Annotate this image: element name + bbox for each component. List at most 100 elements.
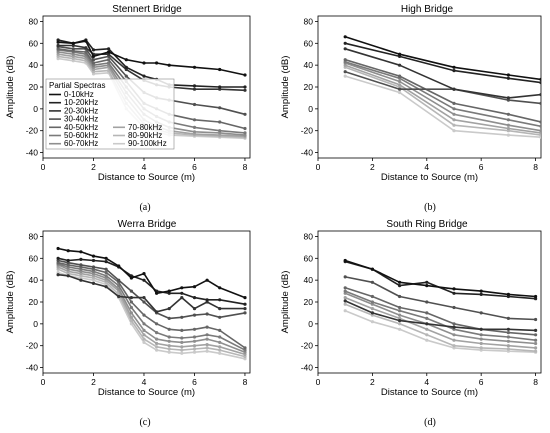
data-point — [167, 339, 171, 343]
data-point — [452, 325, 456, 329]
y-tick-label: -40 — [26, 148, 39, 158]
data-point — [56, 47, 60, 51]
data-point — [343, 70, 347, 74]
data-point — [192, 296, 197, 300]
data-point — [218, 298, 222, 302]
data-point — [218, 335, 222, 339]
data-point — [91, 72, 96, 76]
data-point — [79, 276, 83, 280]
x-tick-label: 2 — [370, 377, 375, 387]
data-point — [104, 270, 108, 275]
data-point — [192, 347, 197, 351]
data-point — [539, 81, 541, 85]
data-point — [534, 349, 538, 353]
x-tick-label: 4 — [424, 162, 429, 172]
data-point — [452, 101, 456, 105]
y-tick-label: 0 — [33, 319, 38, 329]
data-point — [142, 278, 146, 282]
data-point — [192, 84, 197, 88]
data-point — [343, 296, 347, 300]
data-point — [71, 59, 75, 63]
data-point — [506, 73, 510, 77]
x-tick-label: 8 — [533, 162, 538, 172]
data-point — [129, 296, 133, 300]
data-point — [398, 83, 402, 87]
data-point — [479, 348, 483, 352]
data-point — [180, 345, 184, 349]
data-point — [205, 349, 209, 353]
y-tick-label: 20 — [29, 297, 39, 307]
data-point — [343, 309, 347, 313]
data-point — [142, 337, 146, 341]
legend-entry: 0-10kHz — [64, 90, 94, 99]
data-point — [452, 107, 456, 111]
data-point — [129, 305, 133, 310]
data-point — [425, 280, 429, 284]
panel-caption: (d) — [424, 417, 436, 428]
series-line-10-20kHz — [344, 260, 536, 300]
data-point — [425, 333, 429, 337]
data-point — [155, 291, 159, 295]
plot-frame — [317, 15, 542, 159]
y-axis-label: Amplitude (dB) — [5, 271, 16, 334]
data-point — [506, 335, 510, 339]
legend-entry: 80-90kHz — [128, 131, 162, 140]
data-point — [343, 302, 347, 306]
data-point — [343, 258, 347, 263]
panel-3: Werra Bridge 0 2 4 6 8 -40 -20 0 20 40 60 80 Distance… — [5, 219, 251, 428]
data-point — [539, 101, 541, 105]
series-line-0-10kHz — [344, 259, 536, 298]
data-point — [370, 300, 374, 304]
data-point — [479, 337, 483, 341]
data-point — [107, 52, 111, 56]
data-point — [452, 322, 456, 326]
data-point — [218, 345, 222, 349]
data-point — [91, 281, 96, 285]
legend-box — [45, 78, 175, 150]
data-point — [452, 338, 456, 342]
data-point — [218, 315, 222, 319]
y-tick-label: -40 — [301, 148, 314, 158]
data-point — [56, 246, 60, 251]
data-point — [56, 38, 60, 42]
data-point — [425, 316, 429, 320]
data-point — [91, 276, 96, 280]
legend-entry: 30-40kHz — [64, 115, 98, 124]
data-point — [343, 35, 347, 39]
data-point — [167, 347, 171, 351]
y-tick-label: 40 — [304, 275, 314, 285]
data-point — [142, 272, 146, 276]
data-point — [124, 65, 128, 69]
data-point — [534, 346, 538, 350]
data-point — [155, 341, 159, 346]
data-point — [192, 65, 197, 69]
x-tick-label: 2 — [91, 162, 96, 172]
data-point — [398, 63, 402, 67]
data-point — [398, 319, 402, 323]
data-point — [452, 327, 456, 331]
data-point — [192, 307, 197, 311]
data-point — [91, 67, 96, 72]
data-point — [506, 76, 510, 80]
data-point — [343, 58, 347, 62]
data-point — [91, 58, 96, 62]
panel-title: South Ring Bridge — [386, 219, 468, 230]
data-point — [56, 54, 60, 59]
series-line-10-20kHz — [57, 39, 245, 88]
data-point — [398, 316, 402, 320]
data-point — [167, 350, 171, 354]
x-tick-label: 0 — [41, 162, 46, 172]
data-point — [71, 52, 75, 56]
data-point — [180, 286, 184, 290]
data-point — [218, 67, 222, 72]
data-point — [506, 292, 510, 296]
data-point — [104, 267, 108, 271]
data-point — [218, 87, 222, 91]
data-point — [56, 273, 60, 277]
data-point — [66, 267, 70, 271]
data-point — [84, 39, 88, 43]
y-tick-label: 80 — [29, 231, 39, 241]
data-point — [425, 338, 429, 342]
data-point — [218, 328, 222, 332]
data-point — [129, 315, 133, 319]
